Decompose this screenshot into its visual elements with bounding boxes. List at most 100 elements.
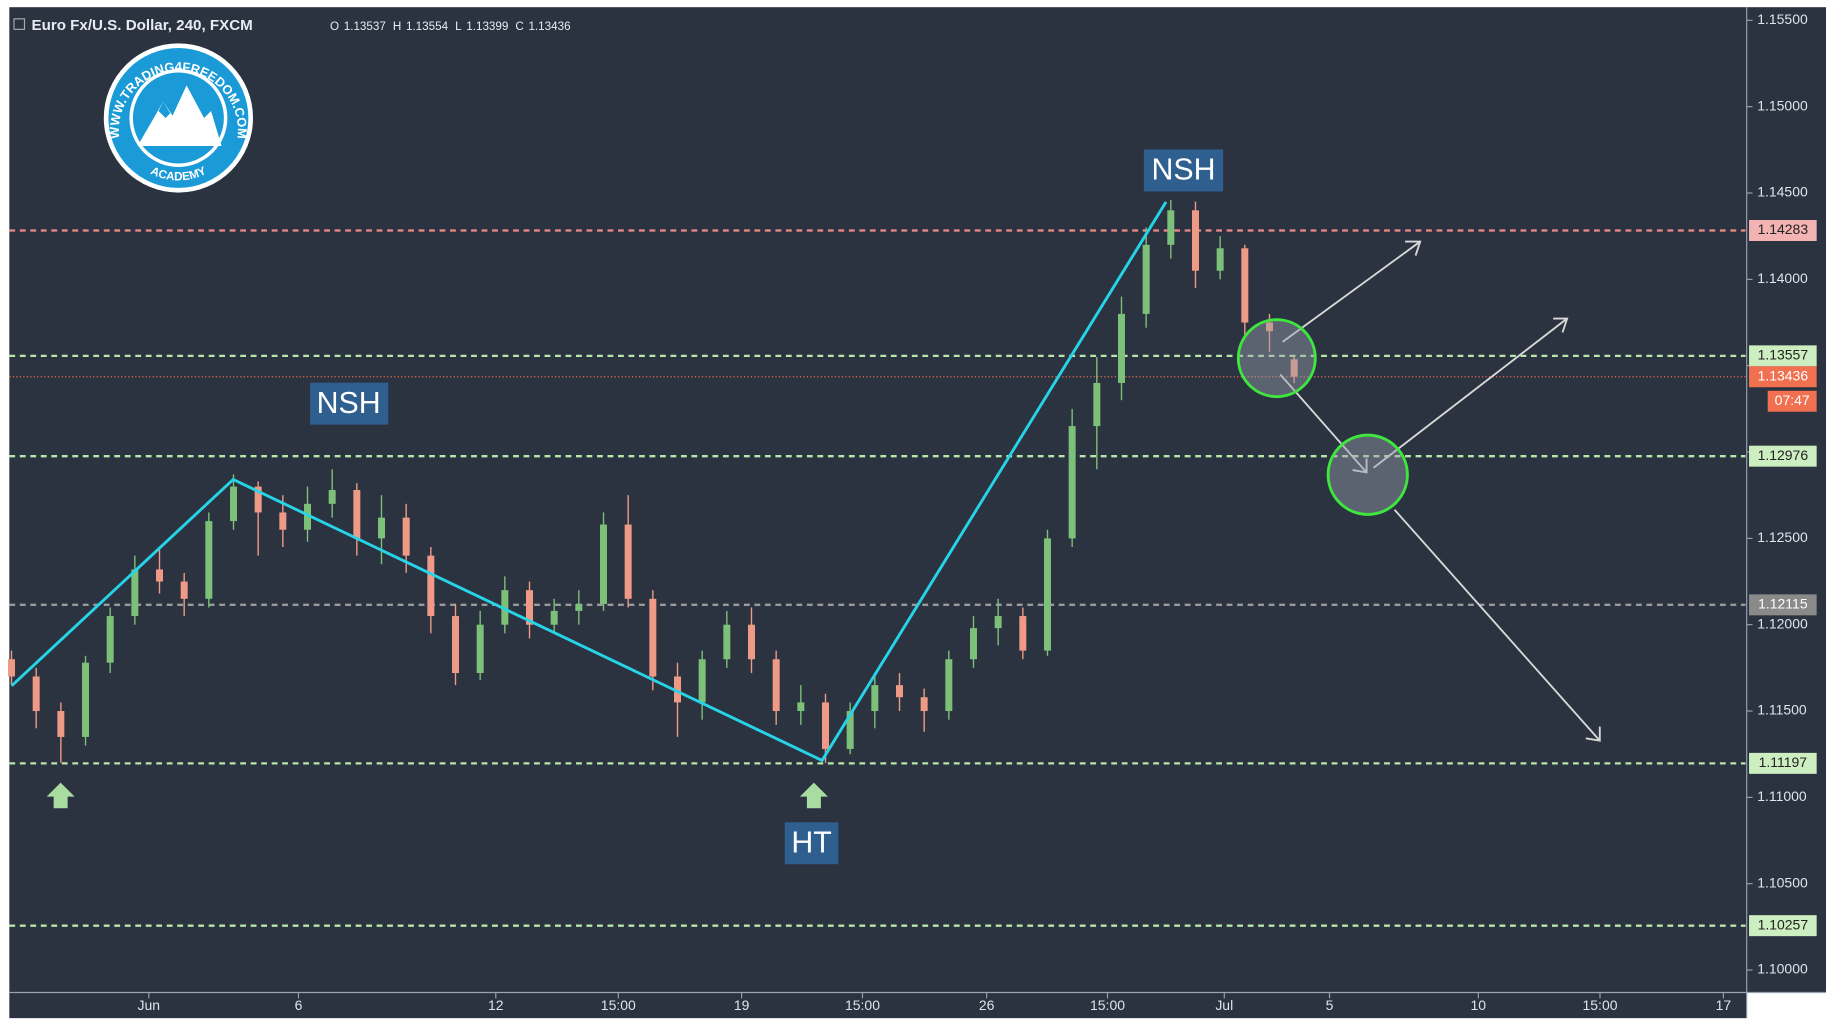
support-arrow xyxy=(46,782,828,809)
y-tick-label: 1.15000 xyxy=(1757,97,1808,113)
level-badge xyxy=(1749,345,1817,367)
plot-area xyxy=(9,7,1747,993)
ohlc-key: H xyxy=(393,20,401,33)
candle-body xyxy=(353,490,361,539)
level-badge xyxy=(1749,445,1817,467)
candle-body xyxy=(1068,426,1076,539)
candle-body xyxy=(649,598,657,677)
level-label: 1.10257 xyxy=(1758,916,1809,932)
y-tick-label: 1.10500 xyxy=(1757,874,1808,890)
price-axis xyxy=(1746,7,1826,993)
y-tick-label: 1.10000 xyxy=(1757,961,1808,977)
candle-body xyxy=(624,524,632,599)
x-tick-label: Jun xyxy=(138,997,161,1013)
x-tick-label: Jul xyxy=(1215,997,1233,1013)
logo-subtext: ACADEMY xyxy=(149,164,209,183)
candle-body xyxy=(772,659,780,712)
last-price-label: 1.13436 xyxy=(1758,367,1809,383)
candle-body xyxy=(797,702,805,712)
y-tick-label: 1.12000 xyxy=(1757,615,1808,631)
candle-body xyxy=(698,659,706,703)
annotation: NSH xyxy=(317,387,381,420)
x-tick-label: 19 xyxy=(734,997,750,1013)
candle-body xyxy=(106,616,114,663)
candle-body xyxy=(476,624,484,674)
y-tick-label: 1.14000 xyxy=(1757,270,1808,286)
candle-body xyxy=(1167,210,1175,245)
candle-body xyxy=(1043,538,1051,651)
level-label: 1.12976 xyxy=(1758,447,1809,463)
logo: WWW.TRADING4FREEDOM.COM ACADEMY xyxy=(103,43,254,193)
candle-body xyxy=(1216,248,1224,271)
x-tick-label: 15:00 xyxy=(845,997,880,1013)
annotation: HT xyxy=(791,826,831,859)
x-tick-label: 6 xyxy=(295,997,303,1013)
candle-body xyxy=(994,616,1002,629)
level-badge xyxy=(1749,915,1817,937)
candle-body xyxy=(501,590,509,625)
countdown-badge xyxy=(1767,390,1817,412)
candle-body xyxy=(1265,322,1273,332)
candle-body xyxy=(920,697,928,712)
last-price-badge xyxy=(1749,366,1817,388)
candle-body xyxy=(402,517,410,556)
level-badge xyxy=(1749,752,1817,774)
candle-body xyxy=(1142,244,1150,314)
annotation: NSH xyxy=(1152,154,1216,187)
candle-body xyxy=(452,616,460,674)
candle-body xyxy=(846,711,854,750)
level-label: 1.12115 xyxy=(1758,596,1808,612)
ohlc-value: 1.13537 xyxy=(344,20,386,33)
countdown: 07:47 xyxy=(1775,392,1810,408)
candle-body xyxy=(526,590,533,625)
candle-body xyxy=(550,610,558,625)
x-tick-label: 10 xyxy=(1471,997,1487,1013)
projection-arrows xyxy=(1279,240,1601,742)
candle-body xyxy=(575,603,583,611)
ohlc-key: C xyxy=(515,20,523,33)
x-tick-label: 15:00 xyxy=(601,997,636,1013)
candle-body xyxy=(254,486,262,513)
candle-body xyxy=(723,624,731,660)
candle-body xyxy=(328,490,336,504)
candle-body xyxy=(1019,616,1027,651)
ohlc-key: O xyxy=(330,20,339,33)
candle-body xyxy=(673,676,681,703)
candle-body xyxy=(180,581,188,599)
level-badge xyxy=(1749,594,1817,616)
candle-body xyxy=(1241,248,1249,323)
candle-body xyxy=(57,711,65,737)
candle-body xyxy=(1191,210,1199,271)
candle-body xyxy=(895,685,903,698)
candle-body xyxy=(156,569,164,582)
level-label: 1.11197 xyxy=(1759,754,1808,770)
x-tick-label: 15:00 xyxy=(1090,997,1125,1013)
candle-body xyxy=(205,521,213,599)
candle-body xyxy=(427,555,435,617)
trend-line xyxy=(10,201,1168,763)
symbol-title[interactable]: Euro Fx/U.S. Dollar, 240, FXCM xyxy=(31,17,252,34)
annotation-box xyxy=(1143,149,1224,192)
candle-body xyxy=(230,486,238,522)
ohlc-key: L xyxy=(455,20,462,33)
x-tick-label: 17 xyxy=(1716,997,1732,1013)
x-tick-label: 15:00 xyxy=(1583,997,1618,1013)
annotation-box xyxy=(310,382,389,425)
candle-body xyxy=(969,628,977,660)
candle-body xyxy=(131,569,139,617)
x-tick-label: 12 xyxy=(488,997,504,1013)
y-tick-label: 1.11500 xyxy=(1757,702,1807,718)
y-tick-label: 1.14500 xyxy=(1757,184,1808,200)
svg-text:ACADEMY: ACADEMY xyxy=(149,164,209,183)
collapse-icon[interactable] xyxy=(13,18,26,30)
candle-body xyxy=(378,517,386,539)
candle-body xyxy=(1117,313,1125,383)
level-label: 1.13557 xyxy=(1758,347,1809,363)
y-tick-label: 1.15500 xyxy=(1757,11,1808,27)
candle-body xyxy=(279,512,287,530)
y-tick-label: 1.12500 xyxy=(1757,529,1808,545)
ohlc-value: 1.13436 xyxy=(528,20,570,33)
x-tick-label: 26 xyxy=(979,997,995,1013)
candle-body xyxy=(747,624,755,660)
